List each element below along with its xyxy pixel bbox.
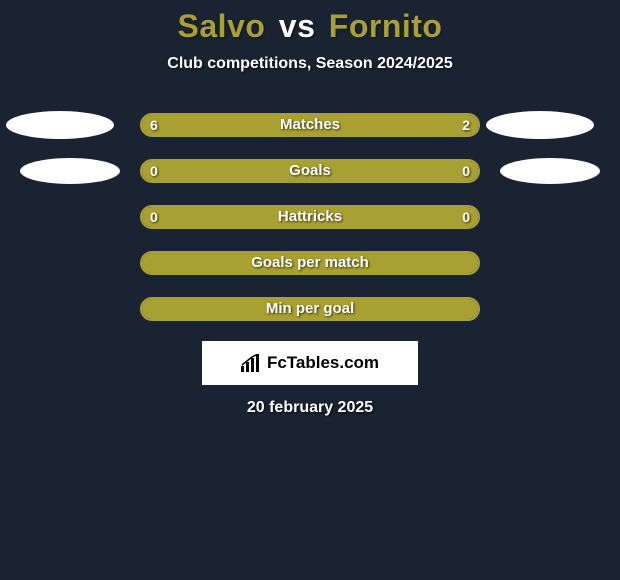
- stat-bar-track: [140, 251, 480, 275]
- stat-row: Hattricks00: [0, 203, 620, 231]
- stat-row: Min per goal: [0, 295, 620, 323]
- stat-bar-left: [142, 161, 310, 181]
- brand-box: FcTables.com: [202, 341, 418, 385]
- stat-value-left: 0: [150, 203, 158, 231]
- brand: FcTables.com: [241, 353, 379, 373]
- player-ellipse: [500, 158, 600, 184]
- stat-bar-left: [142, 115, 394, 135]
- stat-row: Goals per match: [0, 249, 620, 277]
- title-player1: Salvo: [178, 8, 266, 44]
- stat-bar-track: [140, 205, 480, 229]
- player-ellipse: [486, 111, 594, 139]
- stat-value-right: 2: [462, 111, 470, 139]
- stats-stage: Matches62Goals00Hattricks00Goals per mat…: [0, 111, 620, 323]
- player-ellipse: [20, 158, 120, 184]
- stat-value-left: 6: [150, 111, 158, 139]
- stat-bar-track: [140, 297, 480, 321]
- stat-bar-track: [140, 159, 480, 183]
- stat-value-left: 0: [150, 157, 158, 185]
- stat-bar-left: [142, 253, 310, 273]
- title-vs: vs: [279, 8, 316, 44]
- title: Salvo vs Fornito: [0, 0, 620, 45]
- stat-value-right: 0: [462, 203, 470, 231]
- stat-bar-right: [310, 253, 478, 273]
- stat-bar-track: [140, 113, 480, 137]
- date-text: 20 february 2025: [0, 399, 620, 417]
- brand-text: FcTables.com: [267, 353, 379, 373]
- subtitle: Club competitions, Season 2024/2025: [0, 55, 620, 73]
- stat-value-right: 0: [462, 157, 470, 185]
- brand-chart-icon: [241, 354, 263, 372]
- title-player2: Fornito: [329, 8, 443, 44]
- stat-bar-left: [142, 207, 310, 227]
- player-ellipse: [6, 111, 114, 139]
- stat-bar-right: [310, 299, 478, 319]
- stat-bar-right: [310, 161, 478, 181]
- stat-bar-left: [142, 299, 310, 319]
- stat-bar-right: [310, 207, 478, 227]
